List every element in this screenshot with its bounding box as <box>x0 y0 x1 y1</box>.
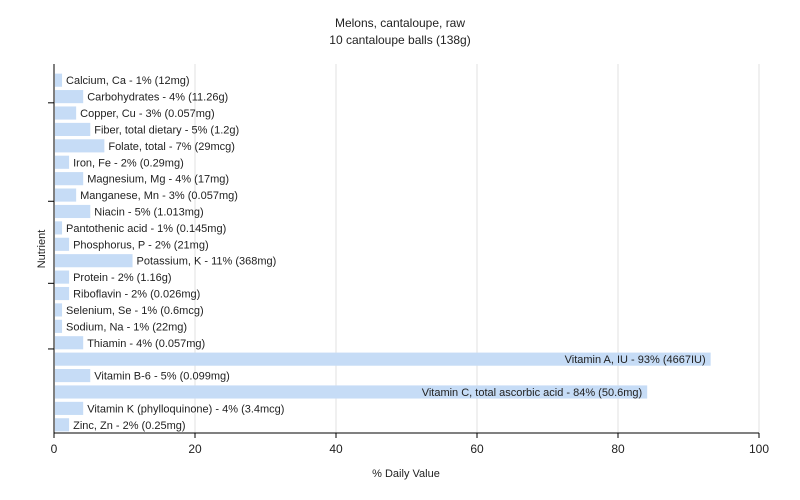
x-axis-label: % Daily Value <box>372 468 440 480</box>
grid <box>194 64 760 433</box>
bar <box>55 221 63 235</box>
bar <box>55 401 84 415</box>
bar <box>55 90 84 104</box>
x-tick-label: 60 <box>470 442 484 456</box>
bar-label: Vitamin K (phylloquinone) - 4% (3.4mcg) <box>87 403 284 415</box>
bar <box>55 303 63 317</box>
bar-label: Selenium, Se - 1% (0.6mcg) <box>66 305 204 317</box>
chart-title: Melons, cantaloupe, raw <box>335 16 465 30</box>
bar <box>55 270 70 284</box>
x-tick-label: 100 <box>749 442 769 456</box>
bar <box>55 286 70 301</box>
bar <box>55 254 133 268</box>
bars: Calcium, Ca - 1% (12mg) Carbohydrates - 4… <box>55 73 711 432</box>
x-tick-label: 20 <box>188 442 202 456</box>
chart-subtitle: 10 cantaloupe balls (138g) <box>329 33 470 47</box>
bar-label: Magnesium, Mg - 4% (17mg) <box>87 174 229 186</box>
bar-label: Phosphorus, P - 2% (21mg) <box>73 239 209 251</box>
bar <box>55 319 63 333</box>
bar <box>55 237 70 251</box>
bar <box>55 106 77 120</box>
x-tick-label: 0 <box>51 442 58 456</box>
bar <box>55 336 84 350</box>
bar-label: Manganese, Mn - 3% (0.057mg) <box>80 190 238 202</box>
bar-label: Vitamin A, IU - 93% (4667IU) <box>565 354 706 366</box>
bar-label: Fiber, total dietary - 5% (1.2g) <box>94 124 239 136</box>
bar-label: Thiamin - 4% (0.057mg) <box>87 338 205 350</box>
bar <box>55 188 77 202</box>
bar-label: Vitamin C, total ascorbic acid - 84% (50… <box>422 387 643 399</box>
bar-label: Niacin - 5% (1.013mg) <box>94 206 203 218</box>
bar-label: Riboflavin - 2% (0.026mg) <box>73 289 200 301</box>
bar-label: Sodium, Na - 1% (22mg) <box>66 321 187 333</box>
bar-label: Iron, Fe - 2% (0.29mg) <box>73 157 184 169</box>
bar <box>55 155 70 169</box>
bar <box>55 122 91 136</box>
bar <box>55 352 711 366</box>
bar-label: Protein - 2% (1.16g) <box>73 272 171 284</box>
bar-label: Potassium, K - 11% (368mg) <box>137 256 277 268</box>
bar <box>55 172 84 186</box>
x-tick-label: 40 <box>329 442 343 456</box>
bar-label: Carbohydrates - 4% (11.26g) <box>87 92 228 104</box>
x-tick-label: 80 <box>611 442 625 456</box>
bar-label: Folate, total - 7% (29mcg) <box>108 141 235 153</box>
bar <box>55 204 91 219</box>
bar <box>55 139 105 153</box>
bar-label: Pantothenic acid - 1% (0.145mg) <box>66 223 226 235</box>
y-axis-label: Nutrient <box>36 230 48 269</box>
bar <box>55 73 63 87</box>
bar-label: Calcium, Ca - 1% (12mg) <box>66 75 189 87</box>
bar-label: Copper, Cu - 3% (0.057mg) <box>80 108 215 120</box>
bar <box>55 369 91 383</box>
bar-label: Zinc, Zn - 2% (0.25mg) <box>73 420 185 432</box>
bar <box>55 418 70 432</box>
bar <box>55 385 648 399</box>
axes: 0 20 40 60 80 100 <box>48 64 769 456</box>
bar-label: Vitamin B-6 - 5% (0.099mg) <box>94 371 230 383</box>
